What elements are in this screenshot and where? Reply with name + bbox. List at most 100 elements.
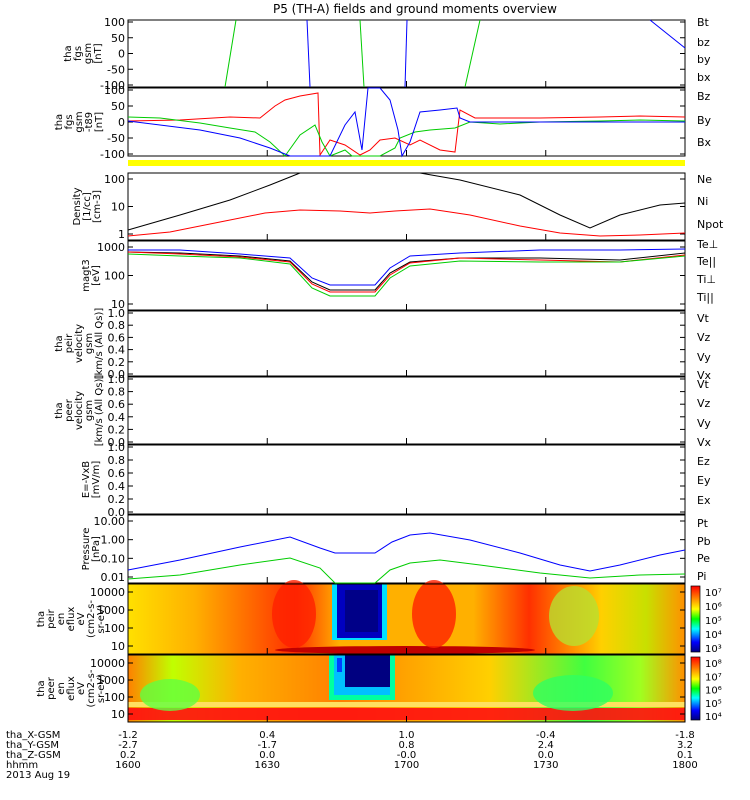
y-axis-label: [mV/m] xyxy=(91,461,102,499)
y-tick-label: 50 xyxy=(111,100,125,113)
y-tick-label: 0 xyxy=(118,116,125,129)
y-axis-label: peir xyxy=(64,333,75,353)
panel-peer_velocity: 1.00.80.60.40.20.0 tha peer velocity gsm [km/… xyxy=(54,373,712,449)
y-axis-label: fgs xyxy=(64,114,75,129)
y-tick-label: 0.6 xyxy=(108,398,126,411)
x-axis-value: 0.2 xyxy=(120,750,136,761)
panel-frame xyxy=(127,240,686,311)
legend-entry: Npot xyxy=(697,218,724,231)
y-tick-label: 1.0 xyxy=(108,373,126,386)
legend-entry: bz xyxy=(697,36,710,49)
y-tick-label: 10000 xyxy=(90,657,125,670)
flag-bar xyxy=(128,160,685,166)
legend-entry: Ti|| xyxy=(696,291,714,304)
flux-dropout-edge xyxy=(337,658,342,672)
y-axis-label: tha xyxy=(54,402,65,418)
y-tick-label: 0.4 xyxy=(108,344,126,357)
panel-peir_velocity: 1.00.80.60.40.20.0 tha peir velocity gsm [km/… xyxy=(54,307,712,382)
low-energy-band xyxy=(275,646,535,654)
panel-frame xyxy=(127,376,686,445)
ne-line xyxy=(127,208,686,237)
legend-entry: Te⊥ xyxy=(696,238,718,251)
legend-entry: Vz xyxy=(697,331,711,344)
panel-fgs: 100 50 0 -50 -100 tha fgs gsm [nT] Bt bz by bx xyxy=(63,16,711,92)
legend-entry: By xyxy=(697,114,712,127)
y-tick-label: 0 xyxy=(118,48,125,61)
y-axis-label: [cm-3] xyxy=(92,190,103,223)
y-axis-label: eV xyxy=(76,682,87,695)
y-tick-label: 0.2 xyxy=(108,356,126,369)
bx-line xyxy=(306,19,311,88)
by-line xyxy=(359,19,365,88)
bx-line xyxy=(127,87,685,158)
y-tick-label: 0.10 xyxy=(101,552,126,565)
legend-entry: Bz xyxy=(697,90,711,103)
legend-entry: Pe xyxy=(697,552,710,565)
y-tick-label: 1.0 xyxy=(108,441,126,454)
legend-entry: Pt xyxy=(697,517,709,530)
flux-region xyxy=(140,679,200,711)
x-axis-row-label: hhmm xyxy=(6,760,38,771)
flux-region xyxy=(549,586,599,646)
y-tick-label: 0.8 xyxy=(108,319,126,332)
legend-entry: Ez xyxy=(697,455,710,468)
y-tick-label: 0.4 xyxy=(108,480,126,493)
y-axis-label: fgs xyxy=(73,46,84,61)
y-tick-label: 10 xyxy=(111,201,125,214)
y-axis-label: [nT] xyxy=(93,43,104,63)
x-axis-value: -1.8 xyxy=(675,730,695,741)
panel-peir_spec: 10⁷ 10⁶ 10⁵ 10⁴ 10³ 10000 1000 100 10 tha peir en ef… xyxy=(36,580,722,655)
legend-entry: Vy xyxy=(697,351,711,364)
pe-line xyxy=(127,557,686,584)
y-tick-label: 1 xyxy=(118,228,125,241)
x-axis-value: 3.2 xyxy=(677,740,693,751)
ti-par-line xyxy=(127,253,686,297)
colorbar-tick-label: 10⁷ xyxy=(705,588,722,599)
by-line xyxy=(224,19,237,88)
y-tick-label: 0.01 xyxy=(101,571,126,584)
panel-peer_spec: 10⁸ 10⁷ 10⁶ 10⁵ 10⁴ 10000 1000 100 10 tha peer en ef… xyxy=(36,654,722,723)
legend-entry: Ex xyxy=(697,494,711,507)
y-axis-label: E=-VxB xyxy=(81,461,92,498)
flux-dropout xyxy=(345,655,390,687)
y-tick-label: 50 xyxy=(111,32,125,45)
y-tick-label: 10 xyxy=(111,708,125,721)
panel-temperature: 1000 100 10 magt3 [eV] Te⊥ Te|| Ti⊥ Ti|| xyxy=(81,238,718,311)
x-axis-row-label: tha_X-GSM xyxy=(6,730,60,741)
y-axis-label: peer xyxy=(46,676,57,700)
colorbar-tick-label: 10⁶ xyxy=(705,602,722,613)
y-axis-label: en xyxy=(56,613,67,626)
colorbar-tick-label: 10³ xyxy=(705,644,722,655)
colorbar-tick-label: 10⁵ xyxy=(705,616,722,627)
ti-perp-line xyxy=(128,248,686,286)
y-tick-label: 10000 xyxy=(90,586,125,599)
by-line xyxy=(464,19,481,88)
y-tick-label: 0.2 xyxy=(108,423,126,436)
colorbar xyxy=(690,585,701,653)
y-tick-label: 1000 xyxy=(97,604,125,617)
colorbar-tick-label: 10⁷ xyxy=(705,672,722,683)
colorbar xyxy=(690,656,701,721)
y-axis-label: peir xyxy=(46,608,57,628)
y-axis-label: eV xyxy=(76,612,87,625)
flux-region xyxy=(412,580,456,648)
colorbar-tick-label: 10⁵ xyxy=(705,699,722,710)
panel-frame xyxy=(127,444,686,515)
colorbar-tick-label: 10⁶ xyxy=(705,686,722,697)
y-axis-label: gsm xyxy=(84,400,95,421)
x-axis-value: 2.4 xyxy=(538,740,554,751)
x-axis-value: -1.7 xyxy=(257,740,277,751)
y-axis-label: Pressure xyxy=(81,528,92,571)
ni-line xyxy=(419,172,686,229)
x-axis-value: 1800 xyxy=(672,760,697,771)
y-tick-label: 0.2 xyxy=(108,493,126,506)
legend-entry: by xyxy=(697,53,711,66)
y-axis-label: [nPa] xyxy=(91,536,102,562)
legend-entry: Bt xyxy=(697,16,710,29)
bx-line xyxy=(404,19,408,88)
panel-frame xyxy=(127,514,686,584)
y-axis-label: gsm xyxy=(84,333,95,354)
y-tick-label: 100 xyxy=(104,173,125,186)
